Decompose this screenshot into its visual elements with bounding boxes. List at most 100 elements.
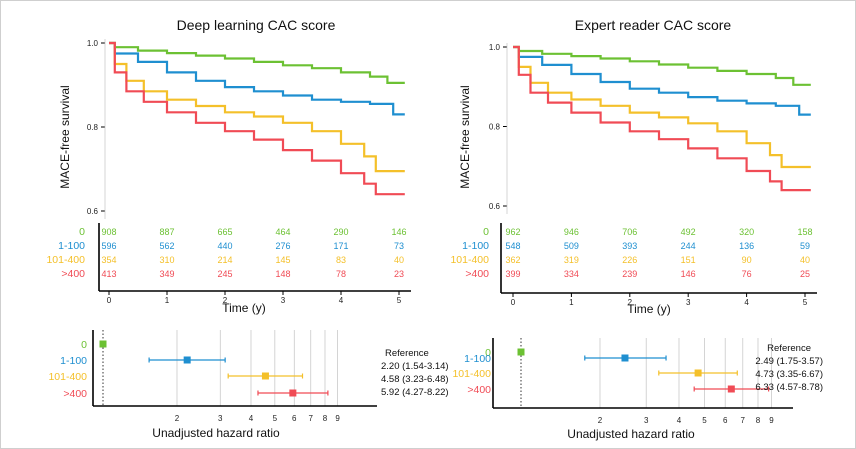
hr-ci-label: 2.49 (1.75-3.57) (755, 356, 823, 367)
risk-group-label: 101-400 (450, 254, 489, 266)
forest-group-label: 0 (485, 347, 491, 359)
risk-count: 362 (505, 255, 520, 265)
chart-title: Deep learning CAC score (177, 17, 336, 33)
risk-group-label: >400 (61, 268, 85, 280)
x-tick-label: 0 (107, 296, 112, 305)
survival-curve-gt400 (109, 41, 405, 196)
y-tick-label: 1.0 (87, 39, 99, 48)
y-tick-label: 0.6 (87, 207, 99, 216)
hr-ci-label: Reference (385, 348, 429, 359)
risk-count: 887 (159, 227, 174, 237)
forest-group-label: 1-100 (60, 355, 87, 367)
survival-curve-101-400 (109, 41, 405, 173)
x-tick-label: 2 (598, 416, 603, 425)
x-tick-label: 0 (511, 298, 516, 307)
risk-count: 562 (159, 241, 174, 251)
risk-count: 334 (564, 269, 579, 279)
risk-count: 413 (101, 269, 116, 279)
risk-count: 83 (336, 255, 346, 265)
y-tick-label: 0.8 (489, 123, 501, 132)
risk-count: 665 (217, 227, 232, 237)
risk-count: 239 (622, 269, 637, 279)
risk-count: 349 (159, 269, 174, 279)
x-tick-label: 7 (309, 414, 314, 423)
risk-count: 946 (564, 227, 579, 237)
y-tick-label: 0.6 (489, 202, 501, 211)
survival-curve-gt400 (513, 45, 811, 192)
risk-count: 492 (681, 227, 696, 237)
risk-count: 399 (505, 269, 520, 279)
risk-count: 440 (217, 241, 232, 251)
x-tick-label: 5 (803, 298, 808, 307)
risk-count: 962 (505, 227, 520, 237)
survival-curve-101-400 (513, 45, 811, 169)
risk-count: 320 (739, 227, 754, 237)
forest-group-label: >400 (63, 388, 87, 400)
hr-estimate-marker (517, 348, 525, 356)
risk-count: 90 (742, 255, 752, 265)
hr-ci-label: 2.20 (1.54-3.14) (381, 361, 449, 372)
risk-count: 25 (800, 269, 810, 279)
x-axis-label: Unadjusted hazard ratio (152, 426, 280, 440)
hr-estimate-marker (183, 356, 191, 364)
y-axis-label: MACE-free survival (58, 85, 72, 188)
x-tick-label: 4 (677, 416, 682, 425)
risk-count: 23 (394, 269, 404, 279)
risk-count: 158 (797, 227, 812, 237)
risk-count: 596 (101, 241, 116, 251)
y-tick-label: 0.8 (87, 123, 99, 132)
x-tick-label: 1 (569, 298, 574, 307)
risk-count: 146 (391, 227, 406, 237)
x-tick-label: 9 (335, 414, 340, 423)
forest-group-label: 101-400 (452, 368, 491, 380)
x-axis-label: Unadjusted hazard ratio (567, 427, 695, 441)
risk-count: 290 (333, 227, 348, 237)
risk-group-label: 1-100 (58, 240, 85, 252)
survival-curve-1-100 (513, 45, 811, 116)
hr-estimate-marker (261, 372, 269, 380)
risk-count: 226 (622, 255, 637, 265)
hr-ci-label: 5.92 (4.27-8.22) (381, 387, 449, 398)
x-tick-label: 6 (292, 414, 297, 423)
hr-estimate-marker (694, 369, 702, 377)
risk-count: 171 (333, 241, 348, 251)
x-tick-label: 3 (644, 416, 649, 425)
y-tick-label: 1.0 (489, 43, 501, 52)
risk-count: 40 (394, 255, 404, 265)
hr-ci-label: 4.73 (3.35-6.67) (755, 369, 823, 380)
x-tick-label: 9 (769, 416, 774, 425)
risk-count: 276 (275, 241, 290, 251)
x-tick-label: 4 (744, 298, 749, 307)
risk-count: 509 (564, 241, 579, 251)
x-tick-label: 7 (741, 416, 746, 425)
risk-count: 319 (564, 255, 579, 265)
risk-count: 214 (217, 255, 232, 265)
survival-curve-1-100 (109, 41, 405, 116)
risk-count: 354 (101, 255, 116, 265)
x-tick-label: 2 (223, 296, 228, 305)
risk-count: 145 (275, 255, 290, 265)
risk-group-label: 0 (79, 226, 85, 238)
risk-count: 908 (101, 227, 116, 237)
x-tick-label: 3 (686, 298, 691, 307)
hr-ci-label: Reference (767, 343, 811, 354)
forest-group-label: 1-100 (464, 353, 491, 365)
risk-count: 136 (739, 241, 754, 251)
risk-count: 393 (622, 241, 637, 251)
hr-ci-label: 6.33 (4.57-8.78) (755, 382, 823, 393)
risk-group-label: >400 (465, 268, 489, 280)
hr-ci-label: 4.58 (3.23-6.48) (381, 374, 449, 385)
y-axis-label: MACE-free survival (458, 85, 472, 188)
hr-estimate-marker (289, 389, 297, 397)
x-axis-label: Time (y) (222, 301, 266, 315)
hr-estimate-marker (99, 340, 107, 348)
forest-group-label: 101-400 (48, 371, 87, 383)
x-tick-label: 5 (273, 414, 278, 423)
x-axis-label: Time (y) (627, 302, 671, 316)
x-tick-label: 6 (723, 416, 728, 425)
x-tick-label: 3 (218, 414, 223, 423)
risk-count: 245 (217, 269, 232, 279)
x-tick-label: 8 (756, 416, 761, 425)
